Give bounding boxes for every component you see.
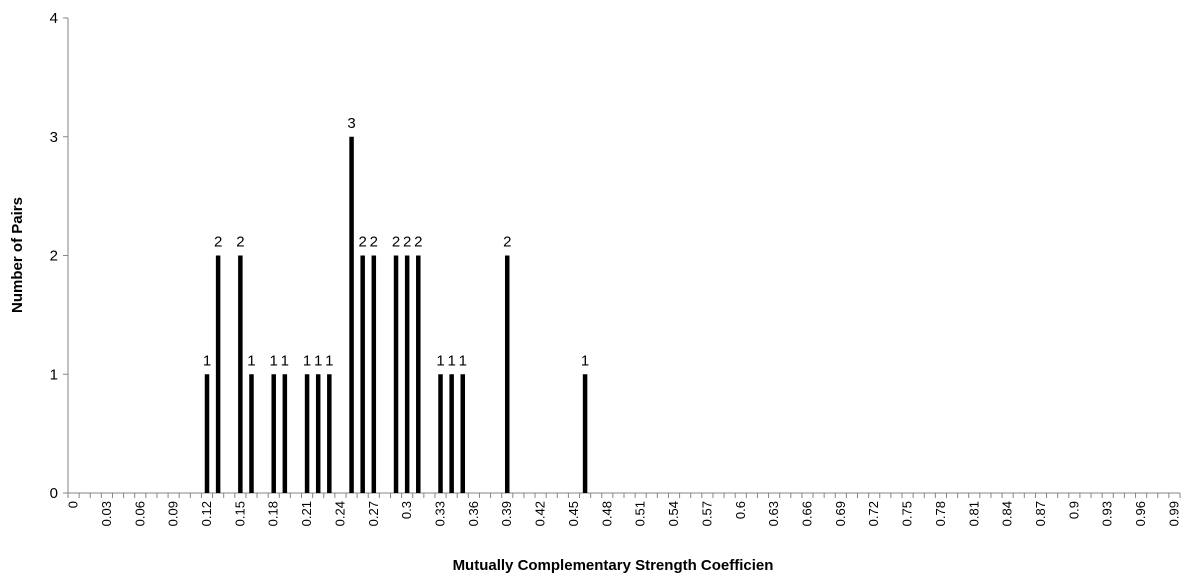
bar xyxy=(360,255,365,493)
data-label: 1 xyxy=(325,352,333,369)
x-tick-label: 0.66 xyxy=(799,501,814,526)
x-tick-label: 0.12 xyxy=(199,501,214,526)
data-label: 2 xyxy=(370,234,378,251)
bar xyxy=(449,374,454,493)
bar xyxy=(460,374,466,493)
x-tick-label: 0.09 xyxy=(166,501,181,526)
bar xyxy=(204,374,210,493)
x-tick-label: 0.96 xyxy=(1133,501,1148,526)
y-tick-label: 3 xyxy=(50,129,58,146)
data-label: 2 xyxy=(236,234,244,251)
data-label: 1 xyxy=(303,352,311,369)
bar xyxy=(304,374,310,493)
x-tick-label: 0.75 xyxy=(900,501,915,526)
bar xyxy=(393,255,399,493)
data-label: 2 xyxy=(214,234,222,251)
x-tick-label: 0.15 xyxy=(232,501,247,526)
x-tick-label: 0 xyxy=(66,501,81,508)
data-label: 1 xyxy=(270,352,278,369)
x-tick-label: 0.99 xyxy=(1166,501,1181,526)
x-tick-label: 0.24 xyxy=(332,501,347,526)
x-tick-label: 0.51 xyxy=(633,501,648,526)
data-label: 1 xyxy=(459,352,467,369)
y-tick-label: 1 xyxy=(50,366,58,383)
x-tick-label: 0.63 xyxy=(766,501,781,526)
data-label: 1 xyxy=(447,352,455,369)
y-axis-title: Number of Pairs xyxy=(9,197,26,313)
y-tick-label: 4 xyxy=(50,10,58,27)
x-tick-label: 0.3 xyxy=(399,501,414,519)
x-tick-label: 0.57 xyxy=(699,501,714,526)
data-label: 1 xyxy=(281,352,289,369)
bar xyxy=(349,136,354,493)
x-axis: 0 0.03 0.06 0.09 0.12 0.15 0.18 0.21 0.24 0.27 0.3… xyxy=(66,492,1181,526)
x-tick-label: 0.03 xyxy=(99,501,114,526)
bar xyxy=(271,374,276,493)
data-label: 2 xyxy=(403,234,411,251)
bar xyxy=(438,374,443,493)
bar xyxy=(249,374,254,493)
bar xyxy=(504,255,510,493)
y-tick-label: 2 xyxy=(50,248,58,265)
bar xyxy=(416,255,421,493)
bar xyxy=(282,374,288,493)
x-tick-label: 0.69 xyxy=(833,501,848,526)
data-labels: 12 21 1 1 1 1 132 2 2 2 21 1 121 xyxy=(203,115,589,370)
x-tick-label: 0.93 xyxy=(1100,501,1115,526)
x-tick-label: 0.72 xyxy=(866,501,881,526)
x-tick-label: 0.06 xyxy=(132,501,147,526)
bar xyxy=(215,255,221,493)
data-label: 2 xyxy=(392,234,400,251)
x-tick-label: 0.6 xyxy=(733,501,748,519)
data-label: 1 xyxy=(247,352,255,369)
bar xyxy=(371,255,377,493)
data-label: 2 xyxy=(414,234,422,251)
data-label: 2 xyxy=(359,234,367,251)
x-tick-label: 0.42 xyxy=(533,501,548,526)
bar xyxy=(582,374,588,493)
data-label: 1 xyxy=(436,352,444,369)
x-tick-label: 0.84 xyxy=(1000,501,1015,526)
data-label: 1 xyxy=(314,352,322,369)
bar xyxy=(238,255,243,493)
x-tick-label: 0.45 xyxy=(566,501,581,526)
x-tick-label: 0.18 xyxy=(266,501,281,526)
bar xyxy=(327,374,332,493)
data-label: 1 xyxy=(203,352,211,369)
y-axis: 0 1 2 3 4 xyxy=(50,10,69,502)
x-tick-label: 0.36 xyxy=(466,501,481,526)
x-tick-label: 0.33 xyxy=(433,501,448,526)
y-tick-label: 0 xyxy=(50,485,58,502)
data-label: 3 xyxy=(347,115,355,132)
bar xyxy=(315,374,321,493)
x-axis-title: Mutually Complementary Strength Coeffici… xyxy=(453,557,774,574)
x-tick-label: 0.39 xyxy=(499,501,514,526)
x-tick-label: 0.9 xyxy=(1066,501,1081,519)
x-tick-label: 0.27 xyxy=(366,501,381,526)
bars xyxy=(204,136,588,493)
x-tick-label: 0.87 xyxy=(1033,501,1048,526)
bar xyxy=(404,255,410,493)
x-tick-label: 0.78 xyxy=(933,501,948,526)
x-tick-label: 0.81 xyxy=(966,501,981,526)
x-tick-label: 0.54 xyxy=(666,501,681,526)
x-tick-label: 0.21 xyxy=(299,501,314,526)
x-tick-label: 0.48 xyxy=(599,501,614,526)
data-label: 2 xyxy=(503,234,511,251)
data-label: 1 xyxy=(581,352,589,369)
